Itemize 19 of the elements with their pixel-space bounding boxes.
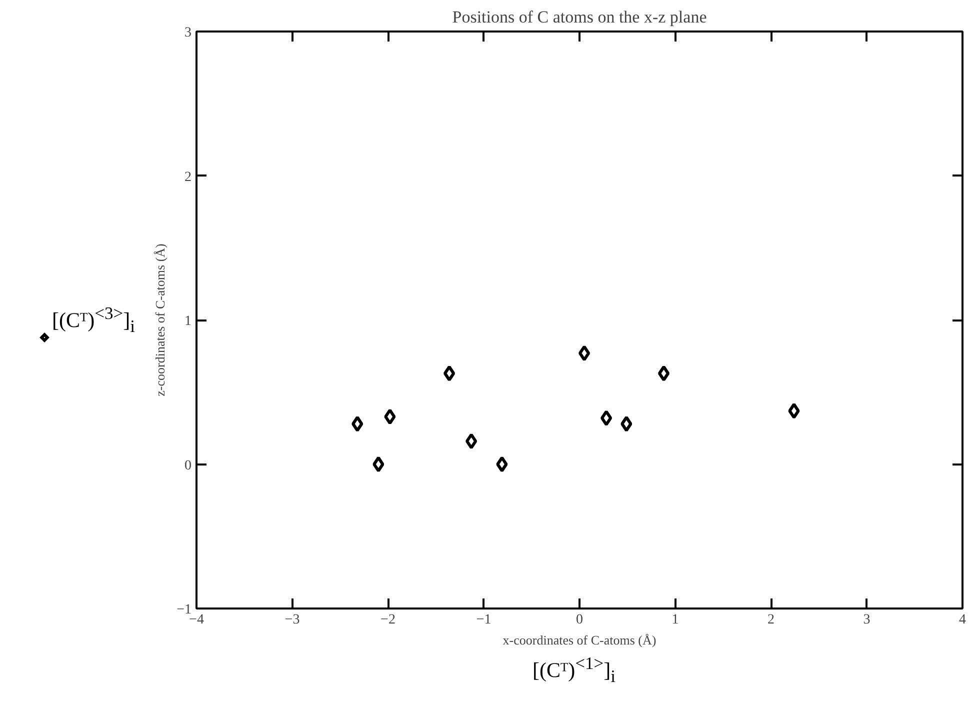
x-tick-label: −2 <box>380 612 396 628</box>
y-tick-label: −1 <box>176 602 192 618</box>
y-tick-label: 1 <box>184 314 192 329</box>
x-tick-label: 2 <box>768 612 774 628</box>
x-tick-label: −1 <box>476 612 492 628</box>
x-tick-label: −3 <box>284 612 300 628</box>
y-tick-label: 2 <box>184 170 192 185</box>
y-tick-label: 0 <box>184 458 192 474</box>
y-tick-label: 3 <box>184 26 192 40</box>
text: [(Cᵀ)$^{<1>}$]$_{i}$ <box>532 653 616 686</box>
chart-title: Positions of C atoms on the x-z plane <box>452 8 707 26</box>
x-tick-label: 3 <box>863 612 870 628</box>
x-tick-label: 4 <box>959 612 966 628</box>
x-tick-label: 0 <box>576 612 583 628</box>
y-axis-title: z-coordinates of C-atoms (Å) <box>152 244 168 396</box>
x-axis-title: x-coordinates of C-atoms (Å) <box>502 632 656 648</box>
text: [(Cᵀ)$^{<3>}$]$_{i}$ <box>51 303 135 338</box>
x-tick-label: −4 <box>189 612 204 628</box>
x-tick-label: 1 <box>672 612 679 628</box>
